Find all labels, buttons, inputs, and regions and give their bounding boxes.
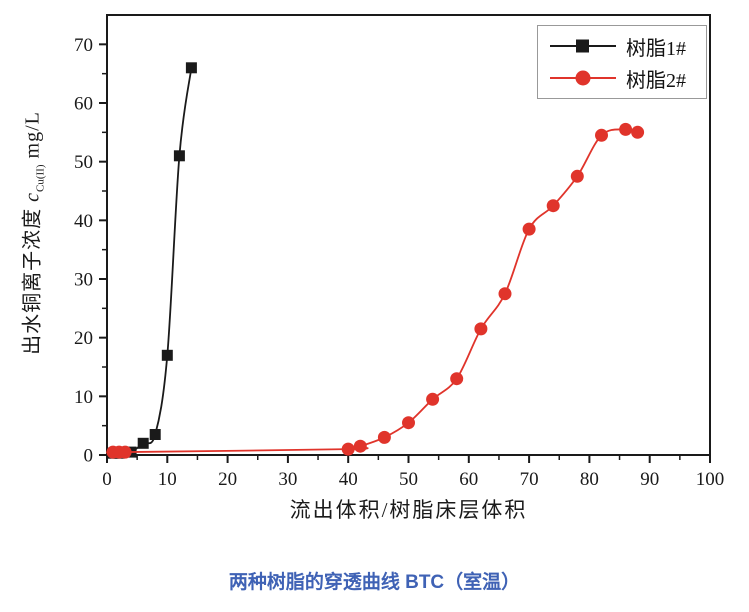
data-point-circle bbox=[118, 445, 132, 459]
data-point-circle bbox=[341, 442, 355, 456]
data-point-circle bbox=[353, 439, 367, 453]
y-tick-label: 10 bbox=[74, 387, 93, 408]
x-tick-label: 80 bbox=[580, 469, 599, 490]
data-point-circle bbox=[402, 416, 415, 430]
y-axis-symbol: c bbox=[21, 191, 44, 202]
y-tick-label: 20 bbox=[74, 328, 93, 349]
legend-label-resin2: 树脂2# bbox=[626, 69, 686, 92]
y-tick-label: 0 bbox=[84, 446, 94, 467]
x-tick-label: 70 bbox=[520, 469, 539, 490]
data-point-circle bbox=[377, 430, 391, 444]
data-point-circle bbox=[450, 372, 464, 386]
legend-entry-resin1: 树脂1# bbox=[548, 31, 698, 61]
x-axis-label: 流出体积/树脂床层体积 bbox=[289, 498, 528, 522]
x-tick-label: 10 bbox=[158, 469, 177, 490]
data-point-circle bbox=[570, 169, 584, 183]
x-tick-label: 90 bbox=[640, 469, 659, 490]
y-tick-label: 60 bbox=[74, 94, 93, 115]
data-point-square bbox=[185, 62, 197, 74]
data-point-square bbox=[137, 437, 149, 449]
y-axis-subscript: Cu(II) bbox=[34, 164, 47, 192]
data-point-square bbox=[149, 429, 161, 440]
x-tick-label: 30 bbox=[278, 469, 297, 490]
legend-circle-marker-icon bbox=[550, 70, 616, 86]
x-tick-label: 0 bbox=[102, 469, 112, 490]
x-tick-label: 40 bbox=[339, 469, 358, 490]
y-axis-label-text: 出水铜离子浓度 bbox=[21, 201, 44, 355]
y-tick-label: 40 bbox=[74, 211, 93, 232]
data-point-square bbox=[161, 349, 173, 361]
y-axis-unit: mg/L bbox=[21, 111, 44, 165]
data-point-circle bbox=[631, 125, 645, 139]
data-point-circle bbox=[522, 222, 536, 236]
series-line-1 bbox=[112, 67, 193, 455]
figure-caption: 两种树脂的穿透曲线 BTC（室温） bbox=[228, 572, 521, 593]
x-tick-label: 60 bbox=[459, 469, 478, 490]
data-point-circle bbox=[426, 392, 440, 406]
data-point-circle bbox=[546, 199, 560, 213]
y-tick-label: 50 bbox=[74, 152, 93, 173]
x-tick-label: 100 bbox=[696, 469, 725, 490]
x-tick-label: 20 bbox=[218, 469, 237, 490]
chart-plot-area: 0 10 20 30 40 50 60 70 80 90 100 0 10 20 30 40 50 60 70 bbox=[74, 14, 725, 490]
y-tick-label: 70 bbox=[74, 35, 93, 56]
data-point-circle bbox=[498, 287, 512, 301]
y-tick-label: 30 bbox=[74, 270, 93, 291]
legend-entry-resin2: 树脂2# bbox=[548, 63, 698, 93]
legend-square-marker-icon bbox=[550, 39, 616, 53]
series-line-2 bbox=[106, 128, 638, 454]
data-point-square bbox=[173, 150, 185, 162]
x-tick-label: 50 bbox=[399, 469, 418, 490]
legend-label-resin1: 树脂1# bbox=[626, 37, 686, 60]
data-point-circle bbox=[619, 122, 633, 136]
y-axis-label: 出水铜离子浓度 cCu(II) mg/L bbox=[16, 111, 47, 355]
data-point-circle bbox=[595, 128, 608, 142]
data-point-circle bbox=[474, 322, 488, 336]
chart-legend: 树脂1# 树脂2# bbox=[537, 25, 707, 99]
